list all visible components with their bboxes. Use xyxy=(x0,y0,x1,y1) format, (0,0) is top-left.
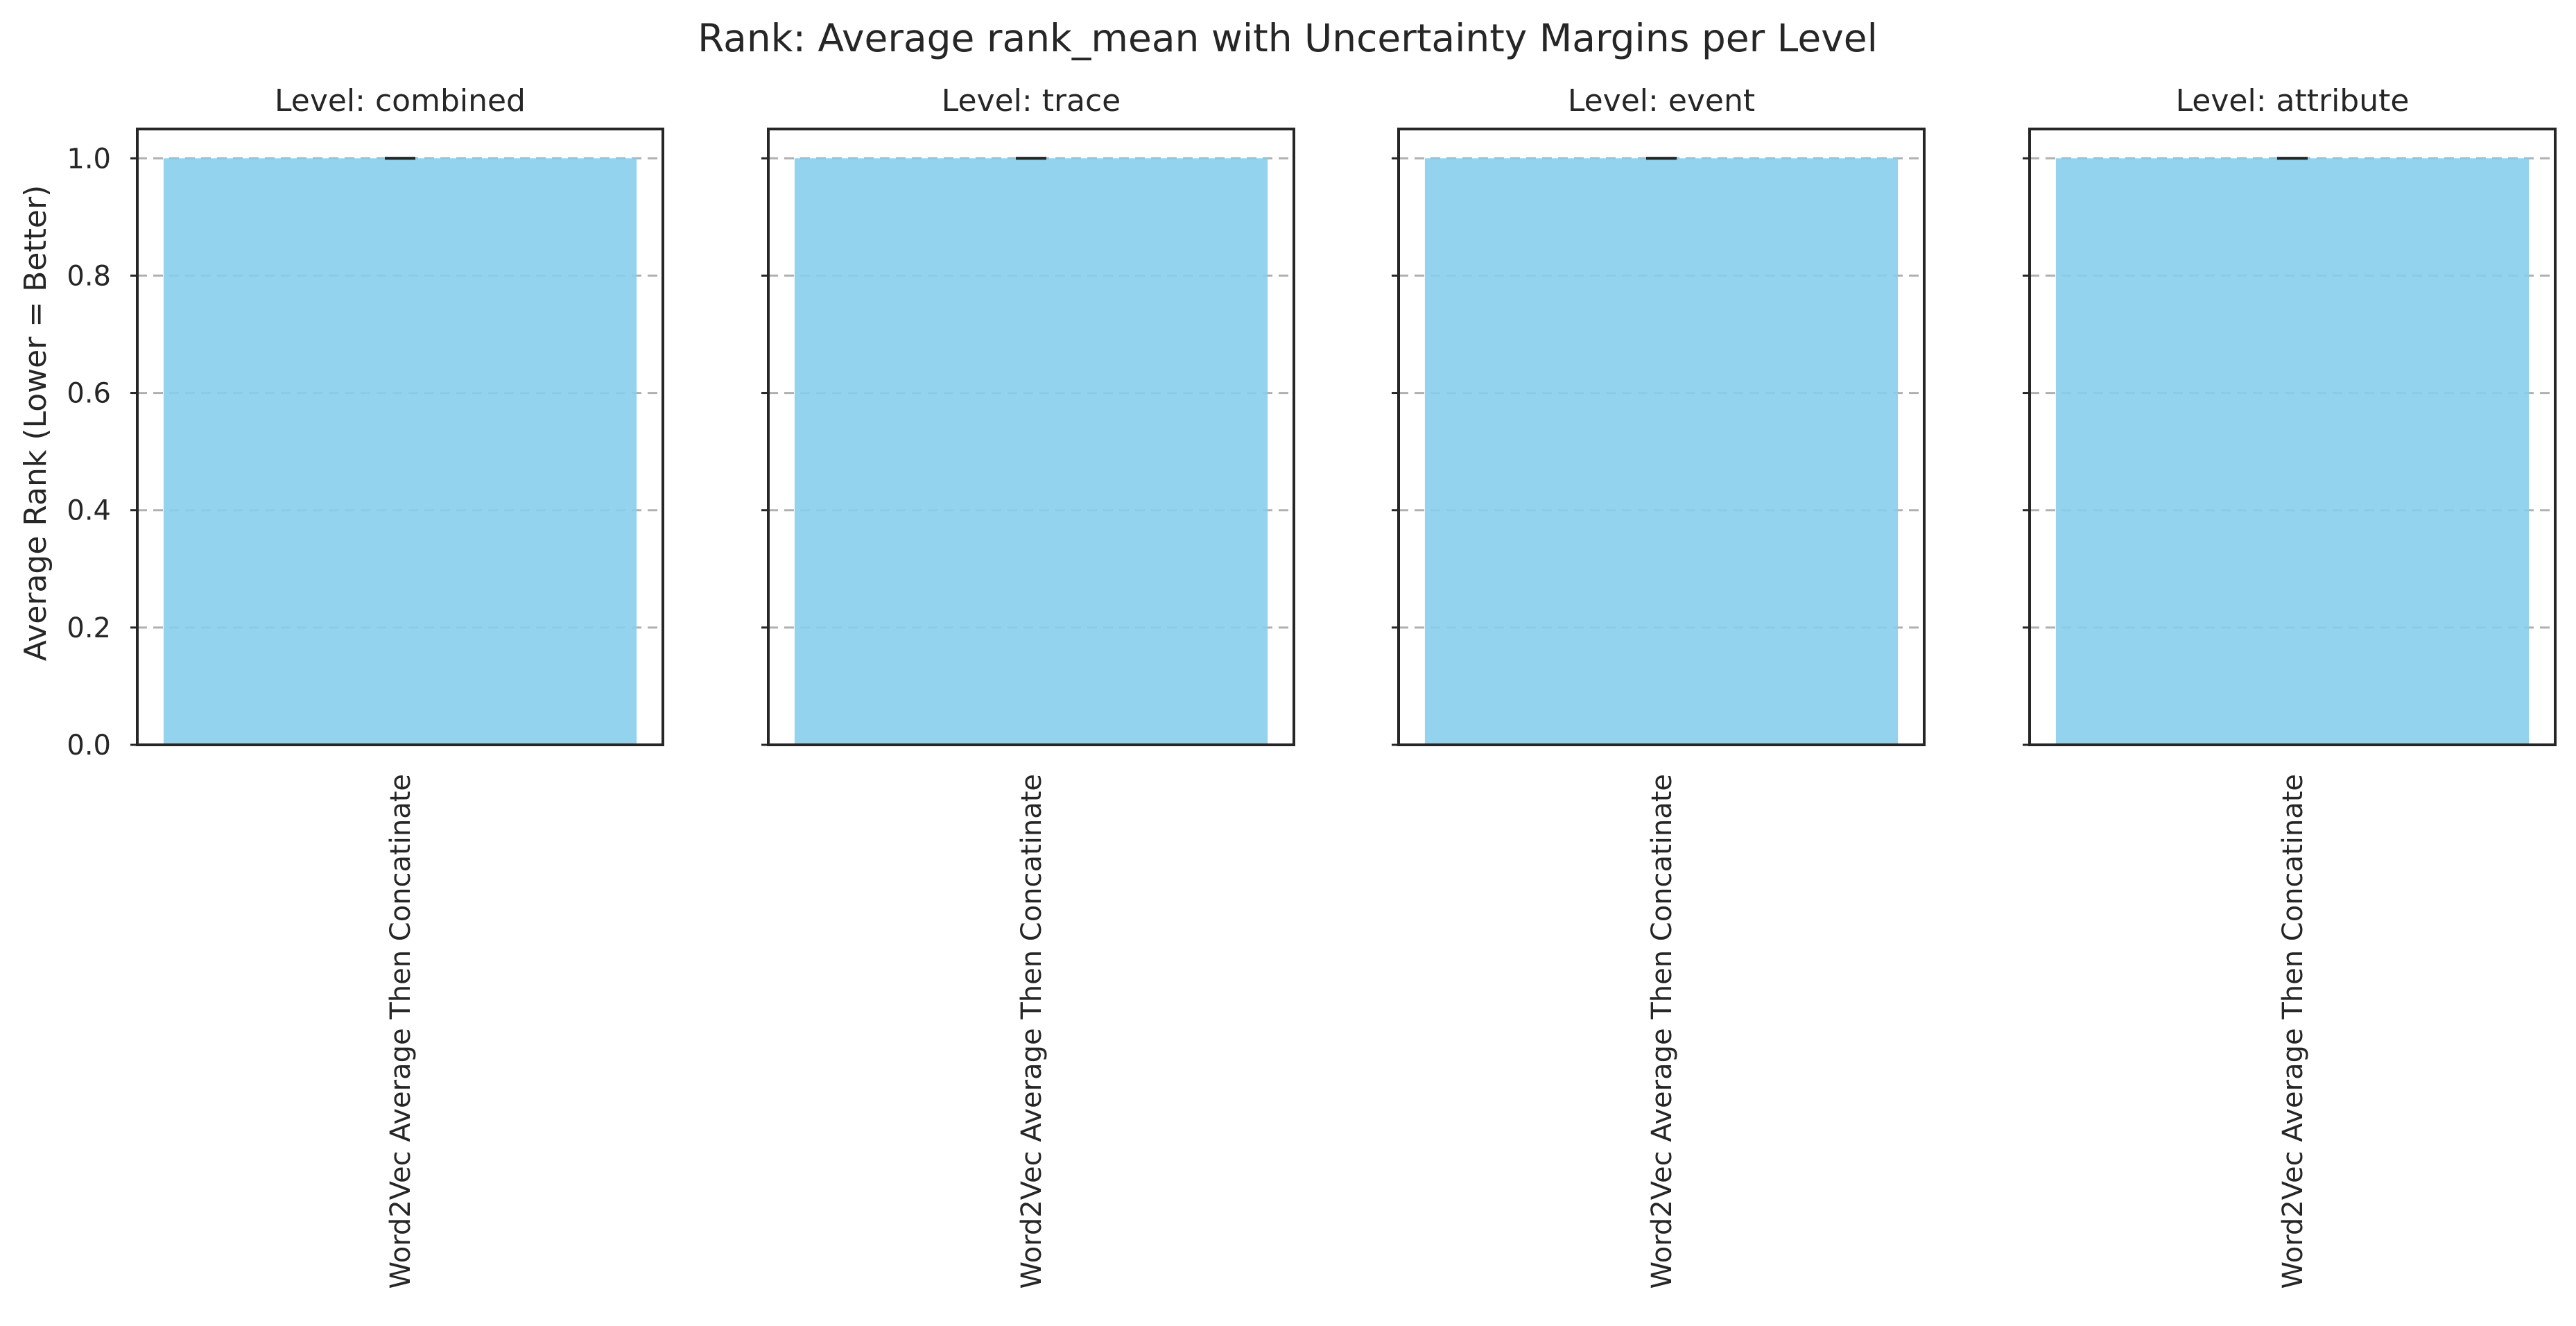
bar-0-0 xyxy=(163,158,637,746)
panel-title-2: Level: event xyxy=(1568,83,1755,119)
y-tick-label-1: 0.2 xyxy=(67,612,111,644)
x-tick-label-2-0: Word2Vec Average Then Concatinate xyxy=(1646,774,1678,1289)
y-tick-label-0: 0.0 xyxy=(67,730,111,761)
bar-2-0 xyxy=(1424,158,1899,746)
y-tick-label-4: 0.8 xyxy=(67,260,111,292)
panel-2: Word2Vec Average Then Concatinate Level: … xyxy=(1392,83,1926,1289)
panel-frame-1 xyxy=(767,128,1295,746)
x-tick-label-0-0: Word2Vec Average Then Concatinate xyxy=(385,774,417,1289)
x-tick-label-1-0: Word2Vec Average Then Concatinate xyxy=(1016,774,1048,1289)
y-tick-label-5: 1.0 xyxy=(67,143,111,175)
panel-0: Word2Vec Average Then Concatinate 0.0 0.2 0… xyxy=(67,83,664,1289)
panel-frame-3 xyxy=(2028,128,2557,746)
y-axis-label: Average Rank (Lower = Better) xyxy=(18,185,53,662)
panel-frame-0 xyxy=(136,128,664,746)
panel-3: Word2Vec Average Then Concatinate Level: … xyxy=(2023,83,2557,1289)
panel-frame-2 xyxy=(1397,128,1926,746)
y-tick-label-3: 0.6 xyxy=(67,378,111,410)
panel-title-3: Level: attribute xyxy=(2176,83,2410,119)
bar-3-0 xyxy=(2055,158,2530,746)
y-tick-label-2: 0.4 xyxy=(67,495,111,527)
panels-group: Word2Vec Average Then Concatinate 0.0 0.2 0… xyxy=(67,83,2557,1289)
chart-suptitle: Rank: Average rank_mean with Uncertainty… xyxy=(698,16,1878,60)
panel-title-1: Level: trace xyxy=(942,83,1121,119)
panel-1: Word2Vec Average Then Concatinate Level: … xyxy=(761,83,1295,1289)
x-tick-label-3-0: Word2Vec Average Then Concatinate xyxy=(2277,774,2309,1289)
panel-title-0: Level: combined xyxy=(275,83,526,119)
bar-1-0 xyxy=(794,158,1268,746)
